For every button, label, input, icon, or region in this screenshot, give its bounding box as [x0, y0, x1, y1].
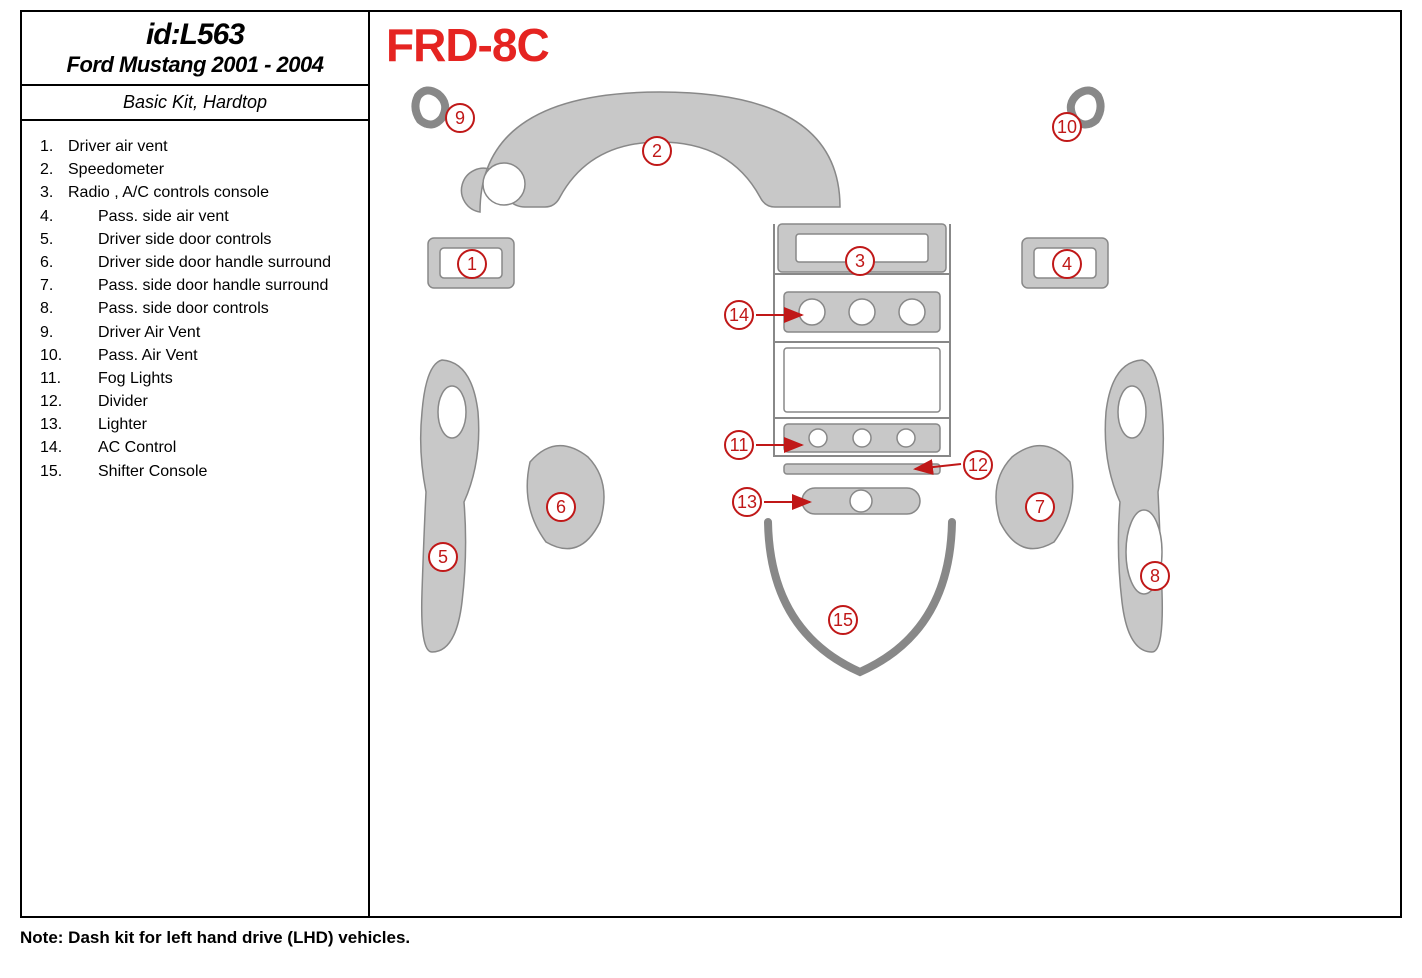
legend-row: 5.Driver side door controls: [40, 228, 350, 251]
legend-number: 2.: [40, 158, 68, 181]
legend-label: Radio , A/C controls console: [68, 181, 269, 204]
legend-number: 8.: [40, 297, 68, 320]
legend-label: Pass. side door controls: [68, 297, 269, 320]
legend-label: Driver air vent: [68, 135, 168, 158]
legend-row: 2.Speedometer: [40, 158, 350, 181]
legend-number: 4.: [40, 205, 68, 228]
callout-3: 3: [845, 246, 875, 276]
legend-row: 11.Fog Lights: [40, 367, 350, 390]
callout-9: 9: [445, 103, 475, 133]
legend-label: Lighter: [68, 413, 147, 436]
vehicle-name: Ford Mustang 2001 - 2004: [34, 52, 356, 78]
legend-label: Pass. Air Vent: [68, 344, 198, 367]
legend-label: Divider: [68, 390, 148, 413]
legend-row: 3.Radio , A/C controls console: [40, 181, 350, 204]
legend-row: 4.Pass. side air vent: [40, 205, 350, 228]
legend-label: Fog Lights: [68, 367, 173, 390]
callout-8: 8: [1140, 561, 1170, 591]
id-value: L563: [180, 18, 244, 51]
callout-2: 2: [642, 136, 672, 166]
callout-15: 15: [828, 605, 858, 635]
legend-number: 5.: [40, 228, 68, 251]
legend-number: 3.: [40, 181, 68, 204]
legend-number: 12.: [40, 390, 68, 413]
legend-row: 12.Divider: [40, 390, 350, 413]
legend-number: 10.: [40, 344, 68, 367]
legend-row: 1.Driver air vent: [40, 135, 350, 158]
legend-label: Driver Air Vent: [68, 321, 200, 344]
legend-label: Pass. side air vent: [68, 205, 229, 228]
id-header: id:L563 Ford Mustang 2001 - 2004: [22, 12, 368, 86]
legend-row: 6.Driver side door handle surround: [40, 251, 350, 274]
outer-frame: id:L563 Ford Mustang 2001 - 2004 Basic K…: [20, 10, 1402, 918]
legend-label: Pass. side door handle surround: [68, 274, 328, 297]
kit-header: Basic Kit, Hardtop: [22, 86, 368, 121]
legend-number: 14.: [40, 436, 68, 459]
legend-number: 6.: [40, 251, 68, 274]
legend-label: Driver side door controls: [68, 228, 271, 251]
callout-4: 4: [1052, 249, 1082, 279]
callout-1: 1: [457, 249, 487, 279]
legend-row: 10.Pass. Air Vent: [40, 344, 350, 367]
legend-number: 1.: [40, 135, 68, 158]
callout-6: 6: [546, 492, 576, 522]
parts-illustration: [370, 12, 1400, 916]
left-panel: id:L563 Ford Mustang 2001 - 2004 Basic K…: [22, 12, 370, 916]
legend-row: 15.Shifter Console: [40, 460, 350, 483]
legend-row: 8.Pass. side door controls: [40, 297, 350, 320]
legend-number: 13.: [40, 413, 68, 436]
diagram-area: FRD-8C 921013414111213567158: [370, 12, 1400, 916]
callout-7: 7: [1025, 492, 1055, 522]
legend-row: 7.Pass. side door handle surround: [40, 274, 350, 297]
callout-14: 14: [724, 300, 754, 330]
id-prefix: id:: [146, 18, 180, 51]
callout-12: 12: [963, 450, 993, 480]
legend-label: Driver side door handle surround: [68, 251, 331, 274]
callout-13: 13: [732, 487, 762, 517]
legend-label: AC Control: [68, 436, 176, 459]
callout-10: 10: [1052, 112, 1082, 142]
legend-number: 7.: [40, 274, 68, 297]
parts-legend: 1.Driver air vent2.Speedometer3.Radio , …: [22, 121, 368, 497]
legend-label: Shifter Console: [68, 460, 207, 483]
legend-row: 9.Driver Air Vent: [40, 321, 350, 344]
legend-row: 13.Lighter: [40, 413, 350, 436]
kit-name: Basic Kit, Hardtop: [34, 92, 356, 113]
legend-number: 9.: [40, 321, 68, 344]
legend-row: 14.AC Control: [40, 436, 350, 459]
legend-label: Speedometer: [68, 158, 164, 181]
footer-note: Note: Dash kit for left hand drive (LHD)…: [20, 928, 410, 948]
legend-number: 11.: [40, 367, 68, 390]
callout-11: 11: [724, 430, 754, 460]
callout-5: 5: [428, 542, 458, 572]
legend-number: 15.: [40, 460, 68, 483]
